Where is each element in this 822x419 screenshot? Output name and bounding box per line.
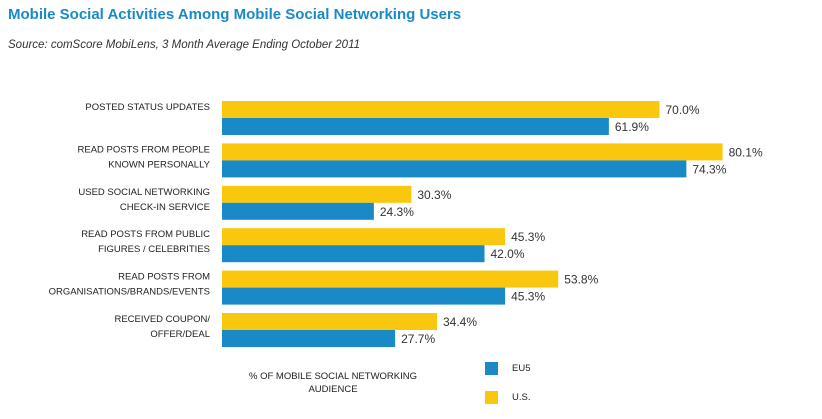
bar-eu5-read-posts-from-people-known-personally — [222, 160, 687, 178]
value-label-us-read-posts-from-public-figures-celebrities: 45.3% — [511, 230, 545, 244]
legend-swatch-us — [485, 391, 498, 404]
legend-label-eu5: EU5 — [512, 363, 531, 374]
category-label-line: KNOWN PERSONALLY — [108, 159, 210, 170]
bar-us-read-posts-from-public-figures-celebrities — [222, 228, 506, 246]
category-label-line: READ POSTS FROM PEOPLE — [78, 144, 211, 155]
category-label-received-coupon-offer-deal: RECEIVED COUPON/OFFER/DEAL — [114, 314, 210, 340]
value-label-eu5-posted-status-updates: 61.9% — [615, 120, 649, 134]
category-label-line: FIGURES / CELEBRITIES — [98, 244, 210, 255]
bar-us-read-posts-from-organisations-brands-events — [222, 270, 559, 288]
bar-us-received-coupon-offer-deal — [222, 313, 437, 330]
category-label-line: READ POSTS FROM — [118, 272, 210, 283]
value-label-eu5-used-social-networking-check-in-service: 24.3% — [380, 205, 414, 219]
value-label-us-read-posts-from-people-known-personally: 80.1% — [729, 145, 763, 159]
category-label-used-social-networking-check-in-service: USED SOCIAL NETWORKING CHECK-IN SERVICE — [78, 187, 210, 213]
bar-eu5-used-social-networking-check-in-service — [222, 202, 374, 220]
legend-swatch-eu5 — [485, 362, 498, 375]
value-label-us-used-social-networking-check-in-service: 30.3% — [417, 188, 451, 202]
bar-us-used-social-networking-check-in-service — [222, 185, 412, 203]
legend-label-us: U.S. — [512, 392, 531, 403]
category-label-line: USED SOCIAL NETWORKING — [78, 187, 210, 198]
category-label-line: READ POSTS FROM PUBLIC — [81, 229, 210, 240]
value-label-eu5-received-coupon-offer-deal: 27.7% — [401, 332, 435, 346]
category-label-read-posts-from-people-known-personally: READ POSTS FROM PEOPLE KNOWN PERSONALLY — [78, 144, 211, 170]
chart-subtitle: Source: comScore MobiLens, 3 Month Avera… — [8, 39, 361, 51]
value-label-us-received-coupon-offer-deal: 34.4% — [443, 315, 477, 329]
value-label-us-posted-status-updates: 70.0% — [666, 103, 700, 117]
category-label-line: POSTED STATUS UPDATES — [85, 102, 210, 113]
bar-eu5-read-posts-from-organisations-brands-events — [222, 287, 506, 305]
category-label-line: RECEIVED COUPON/ — [114, 314, 210, 325]
category-label-posted-status-updates: POSTED STATUS UPDATES — [85, 102, 210, 113]
bar-us-read-posts-from-people-known-personally — [222, 143, 723, 161]
value-label-eu5-read-posts-from-public-figures-celebrities: 42.0% — [491, 247, 525, 261]
x-axis-label: % OF MOBILE SOCIAL NETWORKING AUDIENCE — [248, 371, 418, 395]
value-label-us-read-posts-from-organisations-brands-events: 53.8% — [564, 273, 598, 287]
category-label-read-posts-from-organisations-brands-events: READ POSTS FROM ORGANISATIONS/BRANDS/EVEN… — [49, 272, 210, 298]
category-label-line: ORGANISATIONS/BRANDS/EVENTS — [49, 287, 210, 298]
bar-eu5-read-posts-from-public-figures-celebrities — [222, 245, 485, 263]
category-label-line: CHECK-IN SERVICE — [120, 202, 210, 213]
bar-eu5-received-coupon-offer-deal — [222, 330, 396, 347]
bar-eu5-posted-status-updates — [222, 118, 609, 135]
category-label-line: OFFER/DEAL — [150, 329, 210, 340]
bar-us-posted-status-updates — [222, 101, 660, 118]
value-label-eu5-read-posts-from-people-known-personally: 74.3% — [692, 162, 726, 176]
chart-title: Mobile Social Activities Among Mobile So… — [8, 6, 462, 23]
value-label-eu5-read-posts-from-organisations-brands-events: 45.3% — [511, 290, 545, 304]
category-label-read-posts-from-public-figures-celebrities: READ POSTS FROM PUBLIC FIGURES / CELEBRIT… — [81, 229, 210, 255]
